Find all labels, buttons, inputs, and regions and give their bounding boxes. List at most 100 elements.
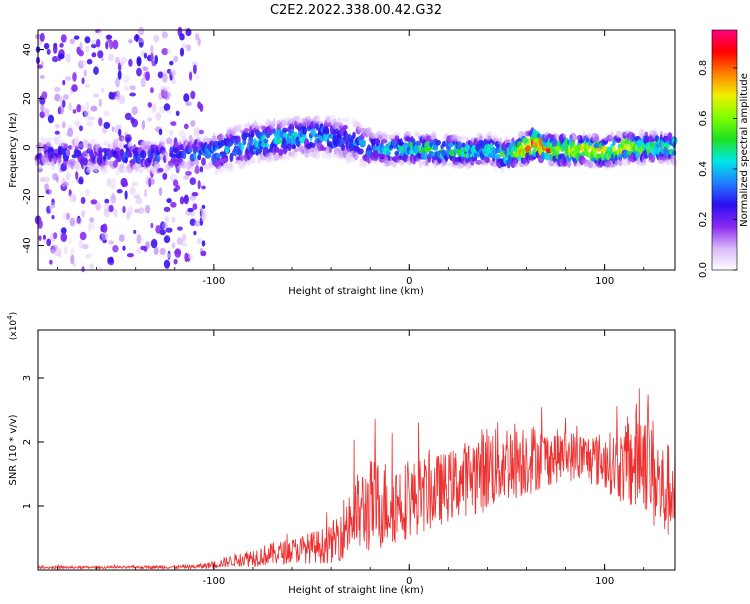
spectrogram-cell [484, 157, 491, 164]
spectrogram-cell [624, 143, 629, 150]
spectrogram-cell [40, 177, 45, 183]
spectrogram-cell [516, 155, 523, 161]
spectrogram-cell [193, 151, 197, 160]
spectrogram-cell [101, 232, 108, 241]
spectrogram-cell [169, 129, 174, 136]
spectrogram-cell [86, 253, 93, 259]
spectrogram-cell [76, 150, 82, 155]
spectrogram-cell [60, 232, 68, 242]
spectrogram-cell [187, 207, 194, 213]
spectrogram-cell [118, 234, 125, 242]
spectrogram-cell [138, 26, 145, 36]
spectrogram-cell [158, 187, 163, 196]
spectrogram-cell [243, 132, 250, 138]
spectrogram-cell [94, 151, 98, 157]
spectrogram-cell [197, 237, 202, 244]
spectrogram-cell [115, 56, 120, 65]
spectrogram-cell [197, 180, 201, 190]
spectrogram-cell [163, 85, 171, 91]
spectrogram-cell [49, 186, 53, 197]
spectrogram-cell [160, 141, 165, 148]
spectrogram-cell [328, 152, 332, 161]
spectrogram-cell [64, 76, 72, 81]
spectrogram-cell [117, 70, 122, 80]
spectrogram-cell [95, 202, 102, 211]
spectrogram-cell [587, 161, 594, 168]
spectrogram-cell [112, 39, 119, 50]
spectrogram-cell [353, 150, 359, 161]
spectrogram-cell [189, 195, 197, 201]
spectrogram-cell [512, 159, 518, 168]
spectrogram-cell [189, 71, 193, 81]
snr-multiplier-close: ) [9, 312, 19, 316]
spectrogram-cell [135, 33, 139, 43]
spectrogram-cell [190, 120, 196, 127]
snr-series-line [38, 388, 675, 570]
spectrogram-cell [96, 38, 101, 48]
spectrogram-cell [197, 38, 201, 46]
spectrogram-cell [278, 148, 284, 157]
spectrogram-cell [78, 50, 84, 57]
spectrogram-cell [118, 94, 126, 105]
spectrogram-cell [167, 48, 172, 54]
spectrogram-cell [179, 47, 185, 57]
spectrogram-cell [50, 202, 56, 209]
spectrogram-cell [101, 167, 109, 175]
spectrogram-cell [92, 93, 100, 98]
spectrogram-cell [166, 253, 173, 259]
spectrogram-cell [54, 130, 60, 135]
x-tick-label: 0 [406, 276, 412, 287]
spectrogram-cell [62, 181, 70, 187]
spectrogram-cell [380, 139, 388, 144]
spectrogram-cell [174, 248, 181, 258]
spectrogram-cell [306, 149, 311, 154]
spectrogram-cell [47, 114, 55, 124]
snr-multiplier-base: (x10 [9, 320, 19, 341]
spectrogram-cell [171, 216, 176, 224]
spectrogram-cell [460, 135, 467, 141]
spectrogram-cell [190, 212, 196, 217]
spectrogram-cell [255, 122, 260, 127]
spectrogram-cell [80, 196, 86, 205]
spectrogram-cell [201, 214, 206, 222]
spectrogram-cell [127, 141, 134, 147]
spectrogram-y-ticks: 40 20 0 -20 -40 [22, 43, 44, 254]
spectrogram-cell [130, 187, 135, 192]
spectrogram-cell [157, 167, 164, 173]
spectrogram-cell [69, 217, 76, 227]
spectrogram-cell [217, 165, 225, 174]
spectrogram-cell [106, 178, 112, 187]
spectrogram-cell [550, 147, 554, 153]
spectrogram-cell [337, 116, 341, 123]
spectrogram-cell [495, 154, 501, 160]
spectrogram-cell [84, 83, 91, 88]
spectrogram-cell [100, 87, 105, 93]
spectrogram-cell [170, 201, 177, 208]
spectrogram-cell [198, 129, 204, 135]
spectrogram-cell [165, 109, 173, 114]
spectrogram-cell [215, 154, 222, 158]
spectrogram-cell [66, 150, 71, 157]
spectrogram-cell [169, 139, 174, 148]
spectrogram-cell [37, 219, 43, 229]
spectrogram-cell [393, 132, 401, 138]
spectrogram-cell [165, 153, 169, 162]
snr-panel: -100 0 100 1 2 3 Height of straight line (km… [6, 312, 676, 596]
spectrogram-cell [131, 106, 138, 115]
spectrogram-cell [105, 34, 113, 40]
colorbar-gradient [711, 29, 738, 271]
spectrogram-cell [511, 137, 515, 143]
spectrogram-cell [108, 204, 114, 213]
spectrogram-cell [569, 132, 577, 143]
spectrogram-cell [201, 209, 206, 216]
spectrogram-cell [128, 58, 133, 67]
spectrogram-cell [38, 235, 42, 242]
spectrogram-cell [179, 33, 185, 41]
spectrogram-cell [182, 160, 187, 169]
snr-series-group [38, 388, 675, 570]
spectrogram-cell [665, 156, 670, 166]
spectrogram-cell [147, 102, 152, 108]
spectrogram-cell [65, 53, 71, 63]
spectrogram-cell [58, 139, 65, 144]
spectrogram-cell [98, 266, 103, 272]
